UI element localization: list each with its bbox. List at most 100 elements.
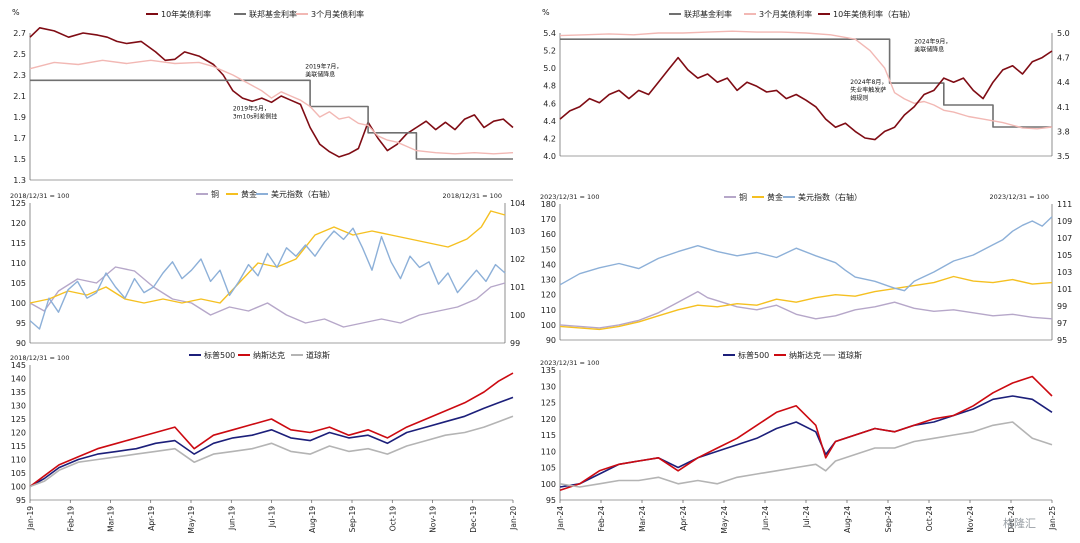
legend-label: 3个月美债利率 xyxy=(759,9,812,19)
y2-tick-label: 104 xyxy=(510,199,525,208)
y-tick-label: 95 xyxy=(546,496,556,505)
y-tick-label: 115 xyxy=(11,442,26,451)
y-tick-label: 125 xyxy=(541,399,556,408)
annotation-text: 2019年7月， xyxy=(305,63,342,71)
y2-tick-label: 111 xyxy=(1057,200,1072,209)
x-tick-label: Feb-24 xyxy=(597,506,606,532)
legend-label: 10年美债利率（右轴） xyxy=(833,9,915,19)
x-tick-label: Jan-19 xyxy=(26,506,35,531)
base-date-label-left: 2023/12/31 = 100 xyxy=(540,359,599,367)
y-tick-label: 1.7 xyxy=(13,134,26,143)
legend-label: 铜 xyxy=(739,192,747,202)
legend-label: 黄金 xyxy=(767,192,783,202)
y2-tick-label: 103 xyxy=(1057,268,1072,277)
y2-tick-label: 95 xyxy=(1057,336,1067,345)
legend-label: 美元指数（右轴） xyxy=(798,192,862,202)
x-tick-label: Mar-24 xyxy=(638,506,647,532)
c5-chart: 145 140 135 130 125 120 115 110 105 100 95 2018/12/… xyxy=(10,350,518,534)
x-tick-label: Jul-24 xyxy=(802,506,811,529)
y2-tick-label: 105 xyxy=(1057,251,1072,260)
x-tick-label: Oct-19 xyxy=(388,506,397,531)
y2-tick-label: 99 xyxy=(1057,302,1067,311)
y-tick-label: 90 xyxy=(16,339,26,348)
x-tick-label: Sep-19 xyxy=(348,506,357,533)
series-line xyxy=(29,27,514,158)
y-tick-label: 110 xyxy=(11,259,26,268)
x-tick-label: Nov-24 xyxy=(966,506,975,533)
y-tick-label: 2.3 xyxy=(13,71,26,80)
legend-label: 10年美债利率 xyxy=(161,9,211,19)
y-tick-label: 100 xyxy=(541,480,556,489)
watermark-text: 格隆汇 xyxy=(1003,517,1036,530)
x-tick-label: Jan-24 xyxy=(556,506,565,531)
base-date-label-left: 2018/12/31 = 100 xyxy=(10,192,69,200)
y2-tick-label: 107 xyxy=(1057,234,1072,243)
x-tick-label: Sep-24 xyxy=(884,506,893,533)
x-tick-label: Apr-24 xyxy=(679,506,688,531)
base-date-label-right: 2018/12/31 = 100 xyxy=(443,192,502,200)
y2-tick-label: 4.7 xyxy=(1057,54,1070,63)
series-line xyxy=(559,290,1053,329)
y-tick-label: 135 xyxy=(11,388,26,397)
y-tick-label: 1.9 xyxy=(13,113,26,122)
y-tick-label: 95 xyxy=(16,496,26,505)
y-tick-label: 5.2 xyxy=(543,47,556,56)
legend-label: 黄金 xyxy=(241,189,257,199)
legend-label: 美元指数（右轴） xyxy=(271,189,335,199)
y-tick-label: 125 xyxy=(11,415,26,424)
series-line xyxy=(29,396,514,488)
y-tick-label: 105 xyxy=(11,279,26,288)
y2-tick-label: 100 xyxy=(510,311,525,320)
base-date-label-left: 2018/12/31 = 100 xyxy=(10,354,69,362)
y-tick-label: 140 xyxy=(11,375,26,384)
annotation-text: 美联储降息 xyxy=(914,46,944,54)
y2-tick-label: 102 xyxy=(510,255,525,264)
c4-chart: 180 170 160 150 140 130 120 110 100 90 111 109 107 10… xyxy=(540,192,1072,345)
annotation-text: 2024年8月， xyxy=(850,78,887,86)
x-tick-label: May-24 xyxy=(720,506,729,534)
annotation-text: 3m10s利差倒挂 xyxy=(233,113,277,121)
y-tick-label: 1.5 xyxy=(13,155,26,164)
y-tick-label: 140 xyxy=(541,260,556,269)
y-tick-label: 2.1 xyxy=(13,92,26,101)
annotation-text: 姆规则 xyxy=(850,94,868,102)
y-tick-label: 5.4 xyxy=(543,29,556,38)
y-tick-label: 4.2 xyxy=(543,134,556,143)
y-tick-label: 130 xyxy=(11,402,26,411)
x-tick-label: Aug-19 xyxy=(308,506,317,533)
y2-tick-label: 3.5 xyxy=(1057,152,1070,161)
series-line xyxy=(559,395,1053,488)
x-tick-label: Jun-19 xyxy=(227,506,236,531)
x-tick-label: Oct-24 xyxy=(925,506,934,531)
unit-label: % xyxy=(542,8,550,17)
y-tick-label: 180 xyxy=(541,200,556,209)
y-tick-label: 115 xyxy=(11,239,26,248)
legend-label: 标普500 xyxy=(738,350,769,360)
series-line xyxy=(29,266,506,328)
y-tick-label: 145 xyxy=(11,361,26,370)
x-tick-label: Jun-24 xyxy=(761,506,770,531)
legend-label: 联邦基金利率 xyxy=(249,9,297,19)
x-tick-label: Aug-24 xyxy=(843,506,852,533)
y-tick-label: 100 xyxy=(541,321,556,330)
y-tick-label: 4.6 xyxy=(543,99,556,108)
c3-chart: 125 120 115 110 105 100 95 90 104 103 102 101 100 99 2… xyxy=(10,189,525,348)
x-tick-label: Jan-20 xyxy=(509,506,518,531)
y2-tick-label: 101 xyxy=(1057,285,1072,294)
series-line xyxy=(29,372,514,488)
y-tick-label: 150 xyxy=(541,245,556,254)
y2-tick-label: 103 xyxy=(510,227,525,236)
y2-tick-label: 97 xyxy=(1057,319,1067,328)
y-tick-label: 90 xyxy=(546,336,556,345)
y-tick-label: 100 xyxy=(11,299,26,308)
legend-label: 道琼斯 xyxy=(306,350,330,360)
y2-tick-label: 5.0 xyxy=(1057,29,1070,38)
series-line xyxy=(559,375,1053,492)
y-tick-label: 130 xyxy=(541,276,556,285)
y-tick-label: 120 xyxy=(11,219,26,228)
series-line xyxy=(29,210,506,304)
x-tick-label: Dec-24 xyxy=(1007,506,1016,533)
y-tick-label: 100 xyxy=(11,483,26,492)
